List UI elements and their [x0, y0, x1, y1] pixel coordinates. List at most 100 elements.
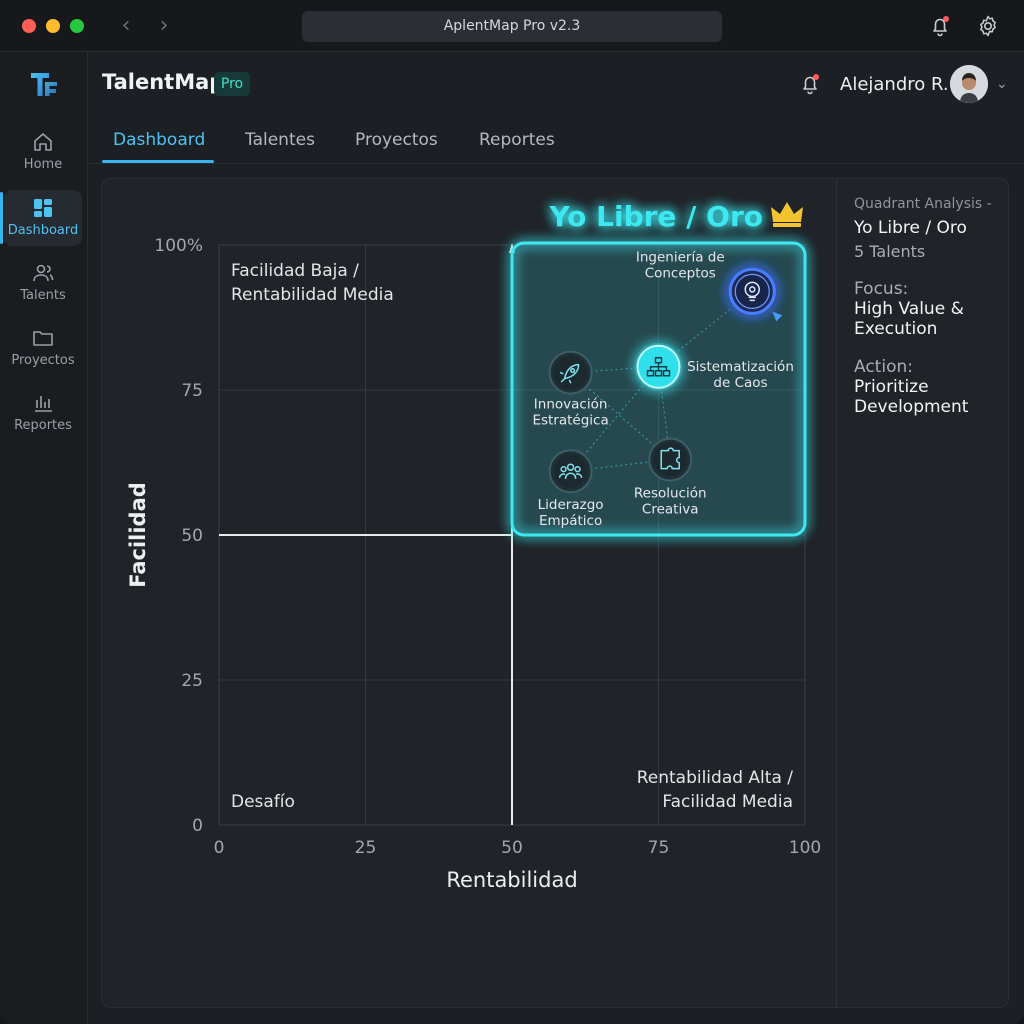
hier-mid	[654, 370, 663, 377]
analysis-title: Yo Libre / Oro	[854, 218, 967, 238]
talent-label: Estratégica	[532, 413, 608, 429]
sidebar-item-reportes[interactable]: Reportes	[4, 385, 82, 441]
sidebar-item-talents[interactable]: Talents	[4, 255, 82, 311]
sidebar-item-label: Home	[23, 157, 63, 172]
folder-icon	[33, 331, 53, 346]
sidebar-item-label: Dashboard	[7, 223, 79, 238]
notification-bell-icon[interactable]	[928, 14, 952, 38]
talent-node	[728, 267, 777, 316]
y-tick-label: 50	[181, 526, 203, 546]
forward-arrow-icon[interactable]: ›	[159, 13, 169, 38]
talent-node	[548, 449, 593, 494]
sidebar-item-label: Proyectos	[11, 353, 75, 368]
talent-link	[570, 372, 671, 461]
hier-left	[646, 370, 655, 377]
y-tick-label: 25	[181, 671, 203, 691]
app-name: TalentMap	[102, 70, 225, 94]
action-value: Development	[854, 397, 969, 417]
active-tab-indicator	[102, 160, 214, 163]
y-tick-label: 100%	[154, 236, 203, 256]
hier-right	[662, 370, 671, 377]
rocket-flame	[559, 371, 572, 384]
quadrant-label-top-left: Rentabilidad Media	[231, 285, 394, 305]
analysis-count: 5 Talents	[854, 242, 926, 261]
minimize-window-button[interactable]	[46, 19, 60, 33]
panel-divider	[836, 178, 837, 1008]
hier-lines	[649, 362, 668, 372]
user-name[interactable]: Alejandro R.	[840, 74, 949, 95]
talent-label: Liderazgo	[538, 497, 604, 513]
y-tick-label: 0	[192, 816, 203, 836]
users-icon	[33, 264, 54, 282]
sidebar-item-home[interactable]: Home	[4, 124, 82, 180]
crown-base	[773, 223, 801, 227]
talent-node	[634, 342, 683, 391]
quadrant-label-bottom-right: Rentabilidad Alta /	[637, 768, 794, 788]
node-inner	[553, 454, 588, 489]
x-tick-label: 50	[501, 838, 523, 858]
x-tick-label: 0	[214, 838, 225, 858]
chevron-down-icon[interactable]: ⌄	[996, 76, 1008, 92]
talent-label: Empático	[539, 513, 602, 529]
sidebar-item-proyectos[interactable]: Proyectos	[4, 320, 82, 376]
dashboard-icon	[34, 199, 52, 217]
pro-badge: Pro	[214, 72, 250, 96]
app-header: TalentMap Pro Alejandro R. ⌄	[88, 52, 1024, 116]
y-axis-label: Facilidad	[126, 482, 150, 588]
x-axis-label: Rentabilidad	[446, 868, 577, 892]
maximize-window-button[interactable]	[70, 19, 84, 33]
rocket-window	[570, 368, 576, 374]
talent-label: de Caos	[713, 375, 767, 391]
node-inner	[553, 355, 588, 390]
main-tabs: Dashboard Talentes Proyectos Reportes	[88, 116, 1024, 164]
talent-label: Resolución	[634, 486, 707, 502]
crown-icon	[771, 202, 803, 227]
quadrant-label-bottom-right: Facilidad Media	[662, 792, 793, 812]
tab-reportes[interactable]: Reportes	[479, 130, 555, 150]
tab-talentes[interactable]: Talentes	[245, 130, 315, 150]
talent-label: Ingeniería de	[636, 249, 725, 265]
title-bar: ‹ › AplentMap Pro v2.3	[0, 0, 1024, 52]
bulb-outline	[744, 281, 761, 298]
highlight-quadrant-border	[511, 242, 806, 536]
x-tick-label: 75	[648, 838, 670, 858]
settings-gear-icon[interactable]	[976, 14, 1000, 38]
action-label: Action:	[854, 357, 913, 377]
sidebar-item-dashboard[interactable]: Dashboard	[0, 190, 82, 246]
sidebar: Home Dashboard Talents Proyectos Reporte…	[0, 52, 88, 1024]
x-tick-label: 25	[355, 838, 377, 858]
talent-node	[648, 437, 693, 482]
bulb-base	[748, 296, 757, 302]
action-value: Prioritize	[854, 377, 929, 397]
close-window-button[interactable]	[22, 19, 36, 33]
back-arrow-icon[interactable]: ‹	[121, 13, 131, 38]
puzzle-piece	[660, 447, 680, 470]
bar-chart-icon	[35, 396, 52, 412]
user-avatar-icon	[950, 65, 988, 103]
quadrant-title: Yo Libre / Oro	[548, 200, 763, 233]
analysis-label: Quadrant Analysis -	[854, 196, 992, 212]
quadrant-chart: Yo Libre / Oro 0 25 50 75 100 0 25 50 75 100% Renta…	[126, 200, 821, 892]
window-title: AplentMap Pro v2.3	[302, 11, 722, 42]
y-tick-label: 75	[181, 381, 203, 401]
notification-bell-icon[interactable]	[798, 72, 822, 96]
talentmap-logo-icon	[31, 73, 57, 96]
gear-center	[749, 286, 756, 293]
team-head-left	[560, 466, 567, 473]
cursor-arrow-icon	[772, 311, 783, 322]
talent-label: Conceptos	[645, 265, 716, 281]
sidebar-item-label: Reportes	[14, 418, 72, 433]
home-icon	[34, 133, 52, 151]
team-head-right	[574, 466, 581, 473]
team-head-center	[566, 463, 575, 471]
talent-node	[548, 350, 593, 395]
avatar[interactable]	[950, 65, 988, 103]
talent-label: Innovación	[534, 397, 608, 413]
focus-value: Execution	[854, 319, 938, 339]
talent-label: Creativa	[642, 502, 699, 518]
tab-dashboard[interactable]: Dashboard	[113, 130, 206, 150]
talent-label: Sistematización	[687, 359, 794, 375]
x-tick-label: 100	[789, 838, 821, 858]
tab-proyectos[interactable]: Proyectos	[355, 130, 438, 150]
